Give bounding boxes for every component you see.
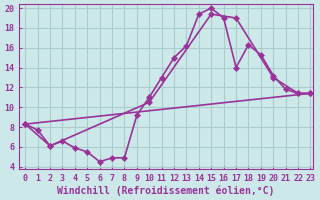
X-axis label: Windchill (Refroidissement éolien,°C): Windchill (Refroidissement éolien,°C) [57, 185, 275, 196]
